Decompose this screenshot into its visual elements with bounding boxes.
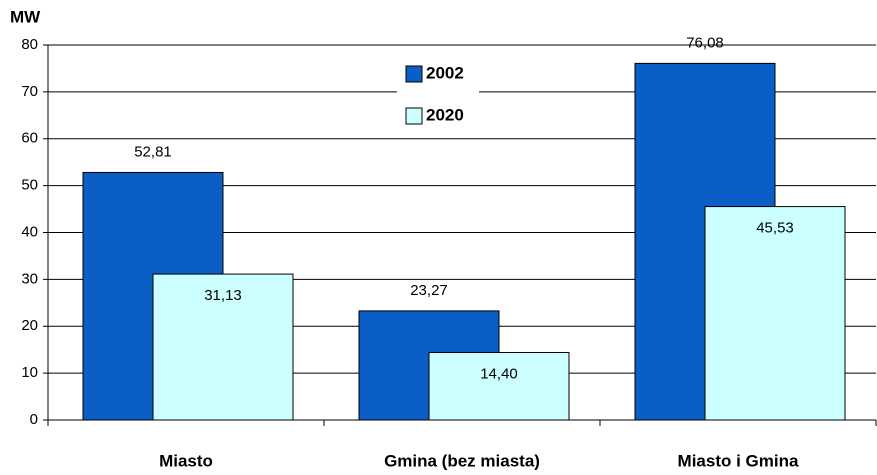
y-tick-label: 60	[21, 130, 38, 147]
y-tick-label: 80	[21, 36, 38, 53]
y-tick-label: 10	[21, 364, 38, 381]
y-tick-label: 40	[21, 223, 38, 240]
x-tick-label: Gmina (bez miasta)	[384, 451, 540, 470]
bar	[152, 273, 294, 421]
legend-swatch	[405, 107, 423, 125]
y-tick-label: 0	[30, 411, 38, 428]
bar	[428, 352, 570, 421]
x-tick-label: Miasto i Gmina	[678, 451, 799, 470]
value-label: 45,53	[756, 220, 794, 237]
y-tick-label: 30	[21, 270, 38, 287]
value-label: 14,40	[480, 365, 518, 382]
y-tick-label: 50	[21, 177, 38, 194]
value-label: 76,08	[686, 34, 724, 51]
value-label: 31,13	[204, 287, 242, 304]
legend-label: 2002	[426, 63, 464, 82]
legend-label: 2020	[426, 105, 464, 124]
x-tick-label: Miasto	[159, 451, 213, 470]
y-tick-label: 70	[21, 83, 38, 100]
y-tick-label: 20	[21, 317, 38, 334]
value-label: 23,27	[410, 282, 448, 299]
bar	[704, 206, 846, 421]
value-label: 52,81	[134, 143, 172, 160]
legend-swatch	[405, 65, 423, 83]
y-axis-label: MW	[10, 7, 41, 26]
